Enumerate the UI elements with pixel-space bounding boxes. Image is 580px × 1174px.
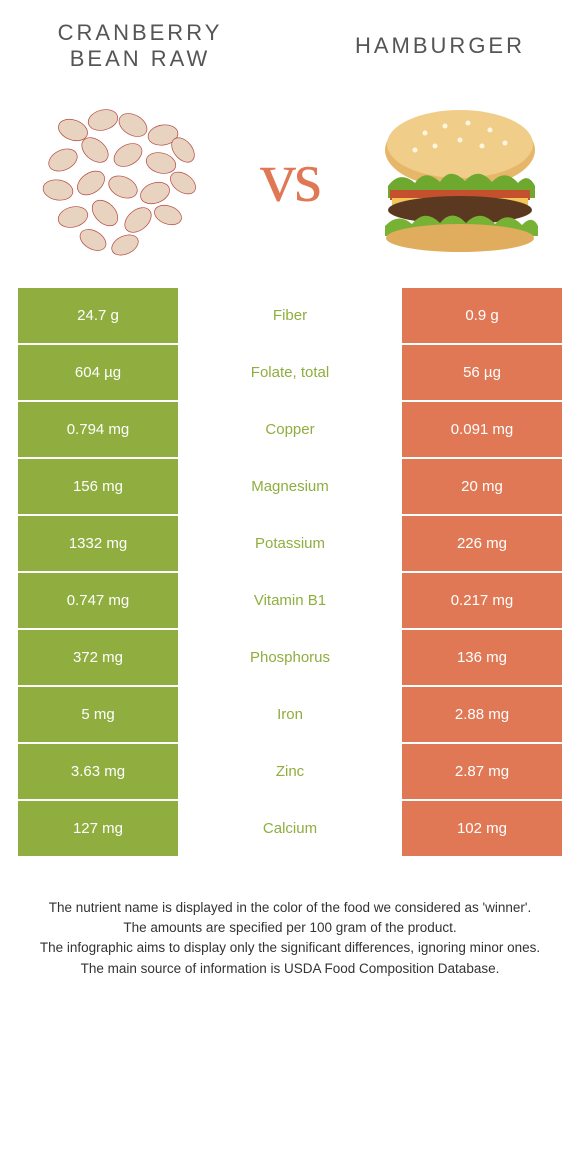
table-row: 3.63 mgZinc2.87 mg xyxy=(18,744,562,799)
left-value-cell: 156 mg xyxy=(18,459,178,514)
table-row: 372 mgPhosphorus136 mg xyxy=(18,630,562,685)
right-value-cell: 136 mg xyxy=(402,630,562,685)
table-row: 156 mgMagnesium20 mg xyxy=(18,459,562,514)
right-food-title: HAMBURGER xyxy=(340,33,540,59)
table-row: 604 µgFolate, total56 µg xyxy=(18,345,562,400)
right-value-cell: 2.87 mg xyxy=(402,744,562,799)
left-value-cell: 604 µg xyxy=(18,345,178,400)
right-value-cell: 0.217 mg xyxy=(402,573,562,628)
nutrient-name-cell: Potassium xyxy=(178,516,402,571)
table-row: 0.794 mgCopper0.091 mg xyxy=(18,402,562,457)
comparison-table: 24.7 gFiber0.9 g604 µgFolate, total56 µg… xyxy=(0,288,580,858)
images-row: vs xyxy=(0,83,580,288)
left-value-cell: 127 mg xyxy=(18,801,178,856)
right-value-cell: 0.9 g xyxy=(402,288,562,343)
footer-line: The main source of information is USDA F… xyxy=(30,959,550,979)
table-row: 127 mgCalcium102 mg xyxy=(18,801,562,856)
nutrient-name-cell: Magnesium xyxy=(178,459,402,514)
hamburger-icon xyxy=(370,98,550,258)
footer-line: The amounts are specified per 100 gram o… xyxy=(30,918,550,938)
left-value-cell: 372 mg xyxy=(18,630,178,685)
nutrient-name-cell: Folate, total xyxy=(178,345,402,400)
left-value-cell: 1332 mg xyxy=(18,516,178,571)
nutrient-name-cell: Iron xyxy=(178,687,402,742)
footer-notes: The nutrient name is displayed in the co… xyxy=(0,858,580,979)
right-value-cell: 0.091 mg xyxy=(402,402,562,457)
header: CRANBERRY BEAN RAW HAMBURGER xyxy=(0,0,580,83)
right-food-image xyxy=(370,93,550,263)
nutrient-name-cell: Phosphorus xyxy=(178,630,402,685)
footer-line: The infographic aims to display only the… xyxy=(30,938,550,958)
table-row: 1332 mgPotassium226 mg xyxy=(18,516,562,571)
right-value-cell: 20 mg xyxy=(402,459,562,514)
left-food-title: CRANBERRY BEAN RAW xyxy=(40,20,240,73)
table-row: 5 mgIron2.88 mg xyxy=(18,687,562,742)
left-value-cell: 24.7 g xyxy=(18,288,178,343)
left-food-image xyxy=(30,93,210,263)
nutrient-name-cell: Calcium xyxy=(178,801,402,856)
left-value-cell: 3.63 mg xyxy=(18,744,178,799)
cranberry-beans-icon xyxy=(33,95,208,260)
right-value-cell: 56 µg xyxy=(402,345,562,400)
nutrient-name-cell: Zinc xyxy=(178,744,402,799)
nutrient-name-cell: Copper xyxy=(178,402,402,457)
left-value-cell: 0.747 mg xyxy=(18,573,178,628)
table-row: 24.7 gFiber0.9 g xyxy=(18,288,562,343)
right-value-cell: 2.88 mg xyxy=(402,687,562,742)
nutrient-name-cell: Vitamin B1 xyxy=(178,573,402,628)
left-value-cell: 0.794 mg xyxy=(18,402,178,457)
vs-label: vs xyxy=(260,136,320,219)
right-value-cell: 102 mg xyxy=(402,801,562,856)
left-value-cell: 5 mg xyxy=(18,687,178,742)
table-row: 0.747 mgVitamin B10.217 mg xyxy=(18,573,562,628)
footer-line: The nutrient name is displayed in the co… xyxy=(30,898,550,918)
nutrient-name-cell: Fiber xyxy=(178,288,402,343)
right-value-cell: 226 mg xyxy=(402,516,562,571)
